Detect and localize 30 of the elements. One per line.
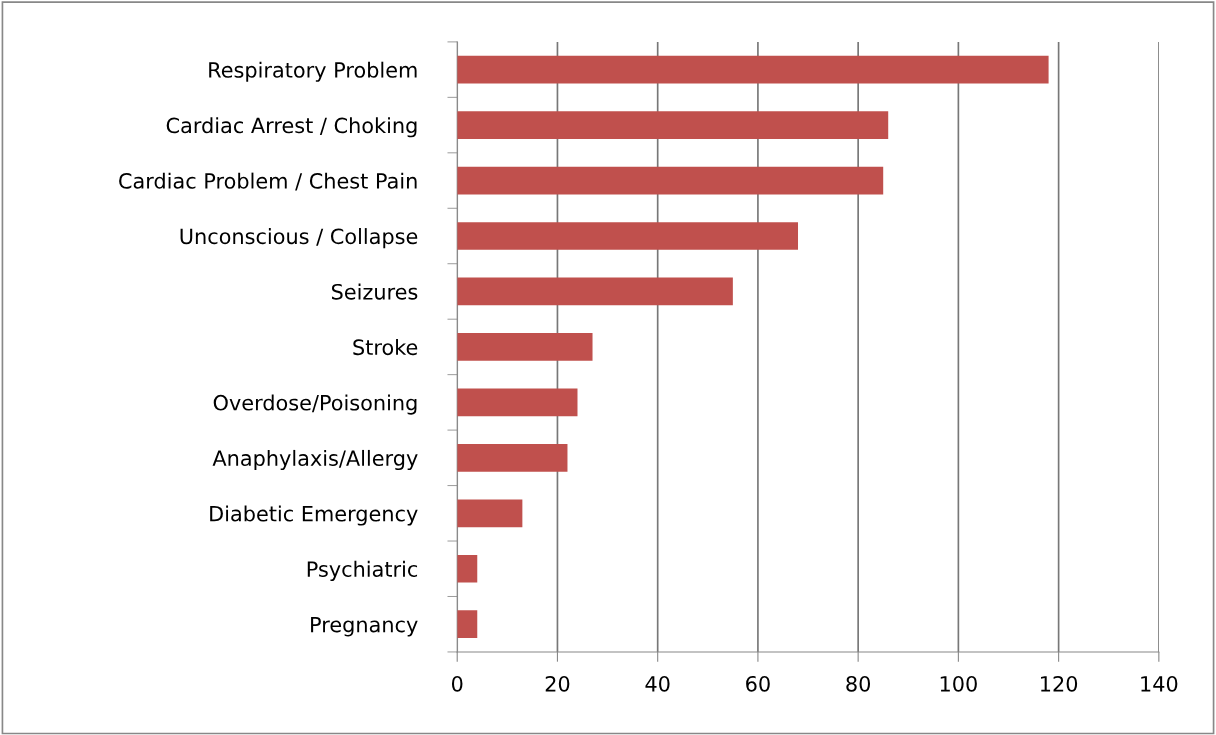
- y-tick-label: Respiratory Problem: [209, 61, 417, 82]
- x-tick-label: 80: [846, 675, 871, 692]
- bar: [457, 55, 1049, 84]
- y-tick-label: Diabetic Emergency: [210, 505, 418, 526]
- x-tick-label: 40: [645, 675, 670, 692]
- bar: [457, 166, 884, 195]
- bar: [457, 499, 523, 528]
- y-tick-label: Cardiac Problem / Chest Pain: [119, 172, 417, 191]
- bar: [457, 610, 478, 639]
- y-tick-label: Seizures: [331, 283, 418, 300]
- bar: [457, 111, 889, 139]
- bar: [457, 443, 568, 472]
- y-tick-label: Stroke: [353, 339, 418, 356]
- x-tick-label: 0: [451, 675, 463, 692]
- y-tick-label: Psychiatric: [307, 560, 418, 581]
- y-tick-label: Cardiac Arrest / Choking: [166, 117, 417, 138]
- y-tick-label: Pregnancy: [311, 616, 418, 637]
- bar: [457, 388, 578, 417]
- x-tick-label: 20: [545, 675, 570, 692]
- y-tick-label: Overdose/Poisoning: [213, 394, 417, 415]
- x-tick-label: 140: [1141, 675, 1178, 692]
- bar: [457, 222, 799, 250]
- y-tick-label: Unconscious / Collapse: [180, 228, 418, 249]
- x-tick-label: 100: [940, 675, 977, 692]
- x-tick-label: 120: [1041, 675, 1078, 692]
- x-tick-label: 60: [746, 675, 770, 692]
- bar: [457, 554, 478, 583]
- bar: [457, 277, 733, 306]
- bar: [457, 333, 593, 361]
- y-tick-label: Anaphylaxis/Allergy: [212, 449, 418, 471]
